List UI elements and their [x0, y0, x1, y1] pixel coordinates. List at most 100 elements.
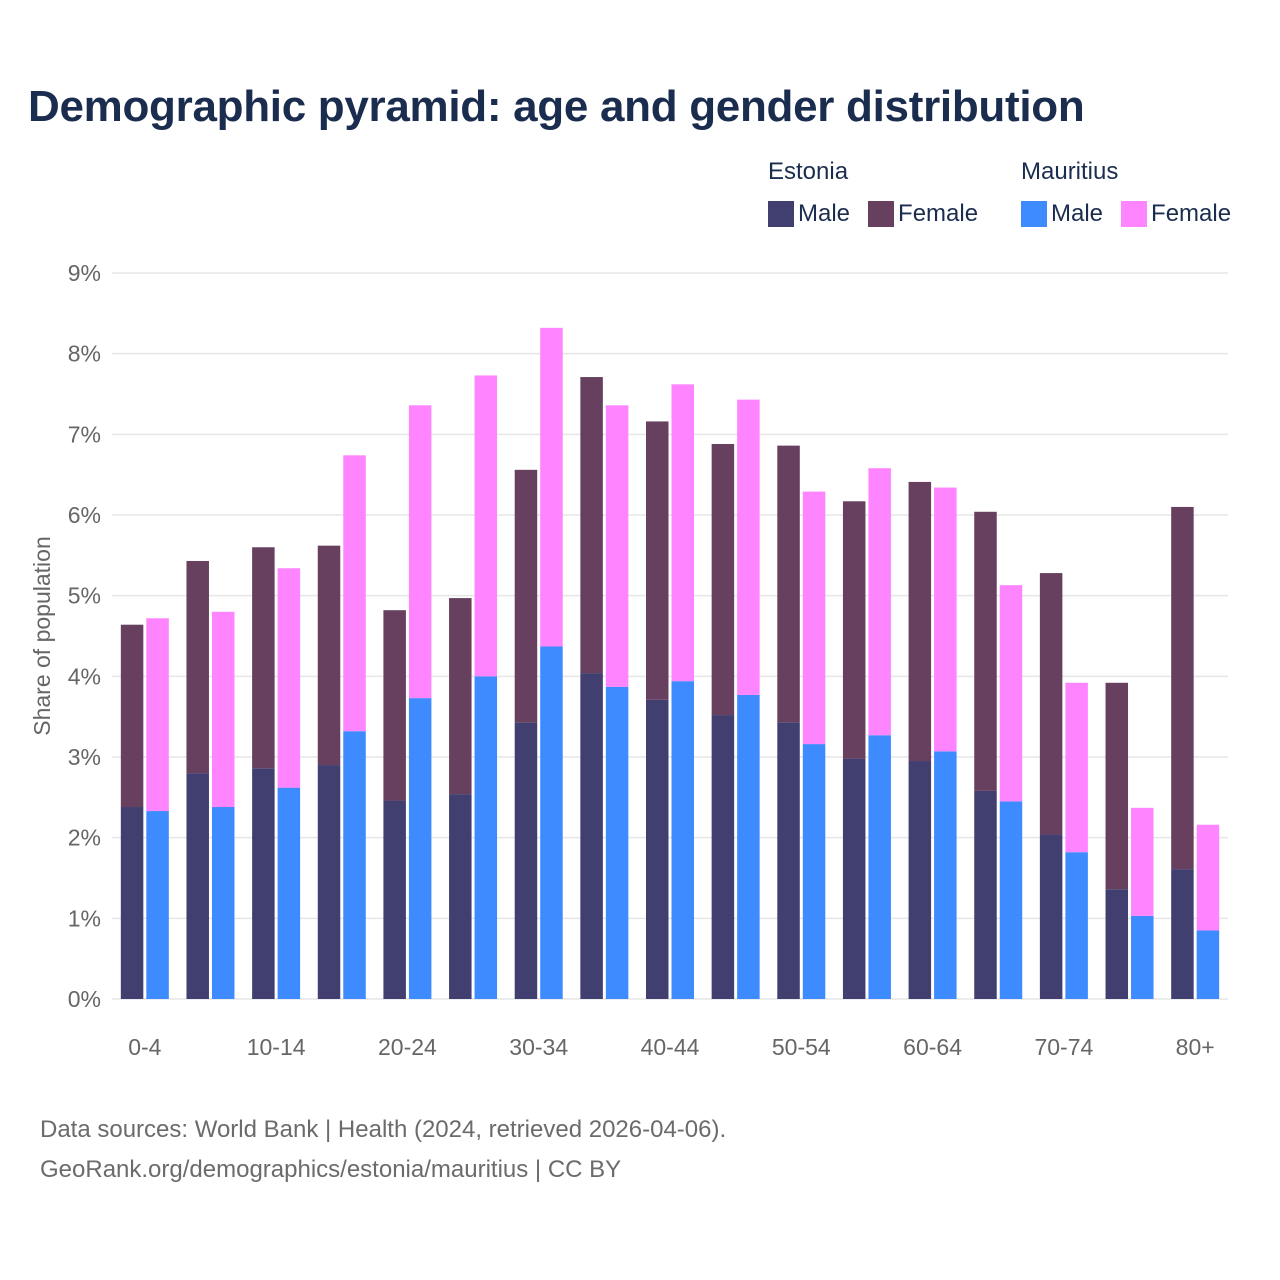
x-tick-label: 40-44	[641, 1034, 700, 1060]
bar-estonia-male-0-4	[120, 807, 144, 999]
legend-swatch	[1121, 201, 1148, 227]
bar-mauritius-male-55-59	[868, 735, 891, 999]
bar-estonia-female-0-4	[120, 624, 144, 808]
legend-label: Female	[1151, 200, 1232, 227]
y-tick-label: 2%	[68, 825, 101, 851]
bar-mauritius-male-5-9	[211, 807, 235, 999]
bar-estonia-female-40-44	[646, 421, 669, 700]
bar-mauritius-female-80+	[1196, 824, 1220, 931]
bar-mauritius-female-10-14	[277, 568, 301, 788]
bar-mauritius-female-15-19	[343, 455, 366, 732]
legend-group-name: Estonia	[768, 158, 849, 185]
bar-mauritius-male-50-54	[802, 744, 826, 999]
footer-sources: Data sources: World Bank | Health (2024,…	[40, 1116, 727, 1143]
y-tick-label: 0%	[68, 986, 101, 1012]
bar-estonia-male-30-34	[514, 722, 538, 999]
bar-estonia-female-75-79	[1105, 682, 1129, 890]
x-tick-label: 10-14	[247, 1034, 306, 1060]
bar-mauritius-male-65-69	[999, 801, 1023, 999]
legend-item-estonia-male[interactable]: Male	[768, 200, 850, 228]
bar-estonia-male-35-39	[580, 673, 603, 999]
bar-estonia-female-60-64	[908, 481, 932, 762]
y-tick-label: 9%	[68, 260, 101, 286]
bar-estonia-male-45-49	[711, 715, 735, 999]
bar-mauritius-male-35-39	[605, 686, 629, 999]
bar-estonia-female-80+	[1171, 506, 1194, 870]
x-tick-label: 30-34	[509, 1034, 568, 1060]
bar-estonia-male-40-44	[646, 699, 669, 999]
bar-estonia-male-65-69	[974, 790, 997, 999]
y-tick-label: 1%	[68, 905, 101, 931]
bar-estonia-male-10-14	[252, 768, 275, 999]
bar-mauritius-female-40-44	[671, 384, 694, 682]
bar-mauritius-male-80+	[1196, 930, 1220, 999]
bar-mauritius-female-20-24	[408, 405, 432, 699]
y-axis-title: Share of population	[29, 536, 55, 736]
x-tick-label: 80+	[1176, 1034, 1215, 1060]
bar-estonia-male-20-24	[383, 800, 406, 999]
legend-swatch	[1021, 201, 1047, 227]
legend-label: Male	[1051, 200, 1104, 227]
bar-estonia-male-50-54	[777, 722, 800, 999]
y-tick-label: 4%	[68, 663, 101, 689]
legend-item-mauritius-female[interactable]: Female	[1121, 200, 1231, 228]
bar-estonia-female-20-24	[383, 610, 406, 801]
bar-estonia-male-55-59	[842, 758, 866, 999]
bar-mauritius-female-50-54	[802, 491, 826, 745]
bar-estonia-female-35-39	[580, 377, 603, 674]
bar-mauritius-female-45-49	[737, 399, 760, 695]
legend-label: Female	[898, 200, 979, 227]
legend-swatch	[768, 201, 794, 227]
bar-mauritius-male-25-29	[474, 676, 498, 999]
x-tick-label: 20-24	[378, 1034, 437, 1060]
bar-mauritius-male-45-49	[737, 694, 760, 999]
bar-mauritius-female-60-64	[934, 487, 957, 752]
bar-mauritius-female-75-79	[1131, 807, 1154, 916]
bar-estonia-male-75-79	[1105, 889, 1129, 999]
bar-estonia-male-80+	[1171, 869, 1194, 999]
bar-mauritius-female-55-59	[868, 468, 891, 736]
bar-mauritius-male-15-19	[343, 731, 366, 999]
bar-mauritius-female-25-29	[474, 375, 498, 677]
x-tick-label: 70-74	[1034, 1034, 1093, 1060]
bar-mauritius-female-0-4	[146, 618, 169, 812]
y-tick-label: 7%	[68, 421, 101, 447]
bar-estonia-female-5-9	[186, 560, 209, 774]
legend-group-estonia: Estonia Male Female	[768, 156, 996, 228]
legend-group-name: Mauritius	[1021, 158, 1119, 185]
bar-estonia-male-25-29	[449, 794, 472, 999]
footer-attribution: GeoRank.org/demographics/estonia/mauriti…	[40, 1156, 622, 1183]
y-tick-label: 5%	[68, 583, 101, 609]
bar-estonia-female-65-69	[974, 511, 997, 791]
y-tick-label: 8%	[68, 341, 101, 367]
legend-swatch	[868, 201, 895, 227]
bar-mauritius-male-75-79	[1131, 915, 1154, 999]
bar-mauritius-female-5-9	[211, 611, 235, 808]
x-tick-label: 50-54	[772, 1034, 831, 1060]
y-tick-label: 6%	[68, 502, 101, 528]
legend-label: Male	[798, 200, 851, 227]
bar-estonia-female-25-29	[449, 598, 472, 795]
bar-mauritius-female-35-39	[605, 405, 629, 687]
bar-estonia-female-30-34	[514, 469, 538, 723]
y-tick-label: 3%	[68, 744, 101, 770]
bar-mauritius-female-65-69	[999, 585, 1023, 802]
bar-mauritius-male-70-74	[1065, 852, 1088, 999]
bar-estonia-female-45-49	[711, 444, 735, 716]
bar-estonia-male-70-74	[1039, 834, 1063, 999]
legend-item-mauritius-male[interactable]: Male	[1021, 200, 1103, 228]
bar-mauritius-male-10-14	[277, 787, 301, 999]
x-tick-label: 0-4	[128, 1034, 161, 1060]
bar-estonia-female-10-14	[252, 547, 275, 769]
legend-group-mauritius: Mauritius Male Female	[1021, 156, 1249, 228]
chart-title: Demographic pyramid: age and gender dist…	[28, 82, 1085, 131]
bar-estonia-male-60-64	[908, 761, 932, 999]
legend-item-estonia-female[interactable]: Female	[868, 200, 978, 228]
bar-estonia-female-70-74	[1039, 573, 1063, 835]
bar-estonia-female-55-59	[842, 501, 866, 759]
bar-mauritius-female-30-34	[540, 327, 563, 647]
bar-mauritius-female-70-74	[1065, 682, 1088, 853]
x-tick-label: 60-64	[903, 1034, 962, 1060]
bar-mauritius-male-0-4	[146, 811, 169, 999]
